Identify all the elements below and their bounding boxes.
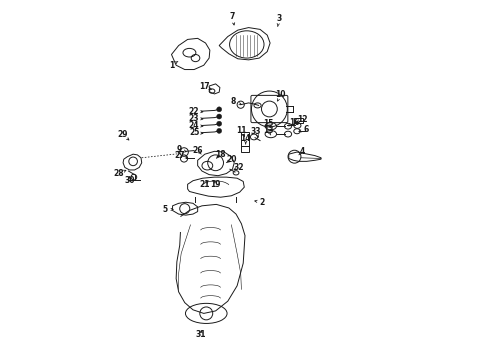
Text: 5: 5 [163, 205, 168, 214]
Text: 6: 6 [303, 125, 309, 134]
Text: 4: 4 [300, 147, 305, 156]
Text: 27: 27 [174, 151, 185, 160]
Text: 31: 31 [196, 330, 206, 339]
Text: 22: 22 [189, 107, 199, 116]
Text: 1: 1 [169, 61, 174, 70]
Text: 21: 21 [199, 180, 210, 189]
Text: 32: 32 [233, 163, 244, 172]
Bar [294, 118, 303, 123]
Text: 18: 18 [215, 150, 226, 159]
Text: 13: 13 [263, 126, 273, 135]
Circle shape [217, 129, 221, 134]
Bar [242, 132, 249, 146]
Text: 29: 29 [117, 130, 127, 139]
Text: 23: 23 [189, 114, 199, 123]
Text: 33: 33 [250, 127, 261, 136]
Circle shape [217, 121, 221, 126]
Text: 7: 7 [230, 12, 235, 21]
Text: 30: 30 [124, 176, 135, 185]
Text: 26: 26 [193, 146, 203, 155]
Text: 9: 9 [177, 145, 182, 154]
Text: 8: 8 [231, 97, 236, 106]
Circle shape [217, 107, 221, 112]
Circle shape [217, 114, 221, 119]
Text: 17: 17 [199, 82, 210, 91]
Text: 20: 20 [226, 155, 237, 164]
Text: 16: 16 [289, 118, 300, 127]
Text: 24: 24 [189, 121, 199, 130]
Text: 12: 12 [297, 115, 308, 124]
Text: 19: 19 [210, 180, 221, 189]
Text: 2: 2 [260, 198, 265, 207]
Text: 15: 15 [263, 119, 273, 128]
Text: 14: 14 [241, 134, 251, 143]
Text: 11: 11 [236, 126, 246, 135]
Text: 3: 3 [276, 14, 282, 23]
Bar [242, 145, 249, 152]
Text: 25: 25 [189, 128, 199, 137]
Text: 28: 28 [114, 169, 124, 178]
Text: 10: 10 [275, 90, 285, 99]
